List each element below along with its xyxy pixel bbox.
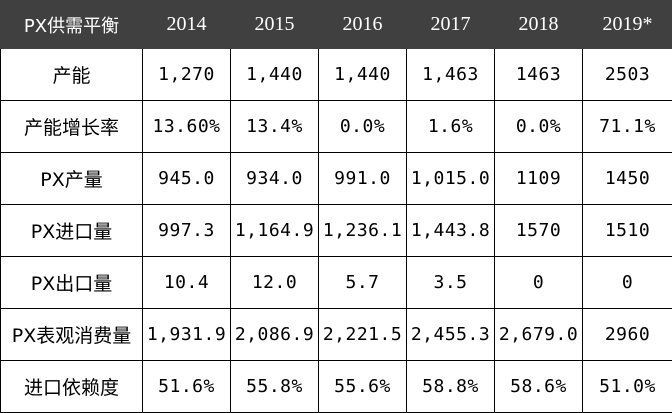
- row-label: PX表观消费量: [1, 309, 143, 361]
- table-cell: 2,086.9: [231, 309, 319, 361]
- table-cell: 13.60%: [143, 101, 231, 153]
- table-row: PX产量 945.0 934.0 991.0 1,015.0 1109 1450: [1, 153, 672, 205]
- table-cell: 2960: [583, 309, 672, 361]
- table-cell: 58.6%: [495, 361, 583, 413]
- table-cell: 13.4%: [231, 101, 319, 153]
- table-cell: 58.8%: [407, 361, 495, 413]
- table-cell: 0: [583, 257, 672, 309]
- row-label: 进口依赖度: [1, 361, 143, 413]
- header-cell-2019: 2019*: [583, 1, 672, 49]
- table-cell: 934.0: [231, 153, 319, 205]
- table-cell: 3.5: [407, 257, 495, 309]
- table-cell: 0.0%: [319, 101, 407, 153]
- header-cell-2015: 2015: [231, 1, 319, 49]
- table-cell: 10.4: [143, 257, 231, 309]
- header-cell-2016: 2016: [319, 1, 407, 49]
- row-label: 产能增长率: [1, 101, 143, 153]
- table-row: PX进口量 997.3 1,164.9 1,236.1 1,443.8 1570…: [1, 205, 672, 257]
- table-row: PX表观消费量 1,931.9 2,086.9 2,221.5 2,455.3 …: [1, 309, 672, 361]
- table-cell: 1,015.0: [407, 153, 495, 205]
- header-row: PX供需平衡 2014 2015 2016 2017 2018 2019*: [1, 1, 672, 49]
- row-label: PX出口量: [1, 257, 143, 309]
- table-cell: 1.6%: [407, 101, 495, 153]
- header-cell-2014: 2014: [143, 1, 231, 49]
- table-cell: 2503: [583, 49, 672, 101]
- header-cell-title: PX供需平衡: [1, 1, 143, 49]
- table-cell: 991.0: [319, 153, 407, 205]
- table-cell: 1,931.9: [143, 309, 231, 361]
- table-cell: 2,455.3: [407, 309, 495, 361]
- table-cell: 55.8%: [231, 361, 319, 413]
- table-cell: 55.6%: [319, 361, 407, 413]
- table-row: 进口依赖度 51.6% 55.8% 55.6% 58.8% 58.6% 51.0…: [1, 361, 672, 413]
- header-cell-2017: 2017: [407, 1, 495, 49]
- table-cell: 1,236.1: [319, 205, 407, 257]
- table-cell: 0.0%: [495, 101, 583, 153]
- table-cell: 1,463: [407, 49, 495, 101]
- table-cell: 1,440: [231, 49, 319, 101]
- table-cell: 51.0%: [583, 361, 672, 413]
- table-cell: 2,679.0: [495, 309, 583, 361]
- table-cell: 1109: [495, 153, 583, 205]
- table-cell: 1,440: [319, 49, 407, 101]
- table-cell: 1510: [583, 205, 672, 257]
- table-cell: 51.6%: [143, 361, 231, 413]
- table-row: 产能 1,270 1,440 1,440 1,463 1463 2503: [1, 49, 672, 101]
- table-cell: 1,443.8: [407, 205, 495, 257]
- table-cell: 5.7: [319, 257, 407, 309]
- row-label: 产能: [1, 49, 143, 101]
- table-cell: 2,221.5: [319, 309, 407, 361]
- table-cell: 1,270: [143, 49, 231, 101]
- table-cell: 997.3: [143, 205, 231, 257]
- row-label: PX产量: [1, 153, 143, 205]
- table-cell: 0: [495, 257, 583, 309]
- table-cell: 1450: [583, 153, 672, 205]
- table-cell: 12.0: [231, 257, 319, 309]
- table-cell: 945.0: [143, 153, 231, 205]
- row-label: PX进口量: [1, 205, 143, 257]
- header-cell-2018: 2018: [495, 1, 583, 49]
- table-row: PX出口量 10.4 12.0 5.7 3.5 0 0: [1, 257, 672, 309]
- table-row: 产能增长率 13.60% 13.4% 0.0% 1.6% 0.0% 71.1%: [1, 101, 672, 153]
- table-cell: 1,164.9: [231, 205, 319, 257]
- table-cell: 1570: [495, 205, 583, 257]
- table-cell: 1463: [495, 49, 583, 101]
- table-cell: 71.1%: [583, 101, 672, 153]
